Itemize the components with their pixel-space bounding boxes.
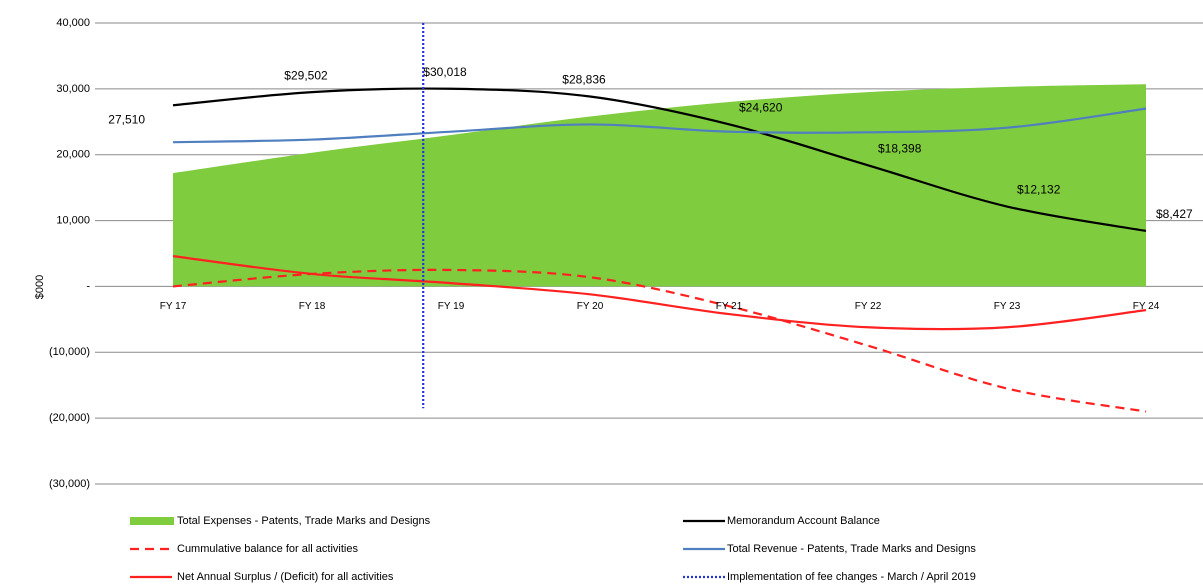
data-label: $29,502 <box>284 68 328 82</box>
line <box>172 107 1147 144</box>
data-label: $24,620 <box>739 100 783 114</box>
y-tick-label: (20,000) <box>49 412 90 424</box>
x-tick-label: FY 17 <box>160 301 187 312</box>
x-tick-label: FY 22 <box>855 301 882 312</box>
legend-label: Cummulative balance for all activities <box>177 543 358 555</box>
y-tick-label: 40,000 <box>56 17 90 29</box>
x-tick-label: FY 21 <box>716 301 743 312</box>
x-tick-label: FY 23 <box>994 301 1021 312</box>
data-label: $30,018 <box>423 65 467 79</box>
x-tick-label: FY 19 <box>438 301 465 312</box>
legend-label: Total Expenses - Patents, Trade Marks an… <box>177 515 431 527</box>
x-tick-label: FY 20 <box>577 301 604 312</box>
data-label: $28,836 <box>562 73 606 87</box>
data-label: $18,398 <box>878 141 922 155</box>
line <box>172 87 1147 233</box>
legend-label: Total Revenue - Patents, Trade Marks and… <box>727 543 976 555</box>
line <box>172 255 1147 331</box>
legend-swatch <box>130 517 174 525</box>
y-tick-label: 10,000 <box>56 214 90 226</box>
y-tick-label: (30,000) <box>49 478 90 490</box>
data-label: $12,132 <box>1017 183 1061 197</box>
y-axis-label: $000 <box>34 275 46 299</box>
x-tick-label: FY 24 <box>1133 301 1160 312</box>
y-tick-label: - <box>86 280 90 292</box>
y-tick-label: 20,000 <box>56 149 90 161</box>
legend-label: Net Annual Surplus / (Deficit) for all a… <box>177 571 394 583</box>
data-label: 27,510 <box>108 112 145 126</box>
y-tick-label: (10,000) <box>49 346 90 358</box>
area <box>173 84 1146 287</box>
legend-label: Memorandum Account Balance <box>727 515 880 527</box>
line <box>172 268 1147 413</box>
data-label: $8,427 <box>1156 207 1193 221</box>
legend-label: Implementation of fee changes - March / … <box>727 571 976 583</box>
y-tick-label: 30,000 <box>56 83 90 95</box>
x-tick-label: FY 18 <box>299 301 326 312</box>
